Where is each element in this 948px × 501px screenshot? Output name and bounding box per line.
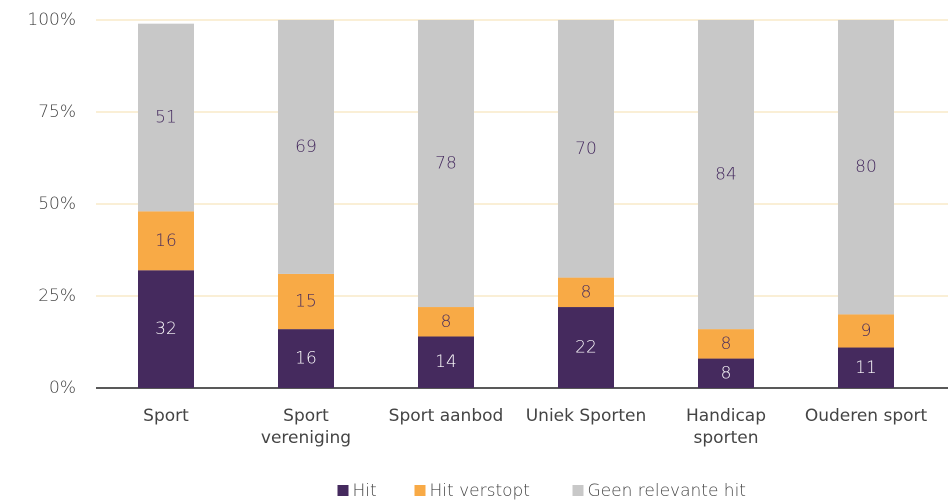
legend-swatch bbox=[337, 485, 349, 496]
legend-label: Geen relevante hit bbox=[588, 481, 746, 501]
data-label: 15 bbox=[295, 292, 317, 312]
data-label: 80 bbox=[855, 157, 877, 177]
bar-segment bbox=[558, 20, 614, 278]
bar-segment bbox=[138, 270, 194, 388]
bar-segment bbox=[418, 307, 474, 337]
data-label: 16 bbox=[295, 349, 317, 369]
data-label: 84 bbox=[715, 165, 737, 185]
bar-segment bbox=[278, 273, 334, 330]
bar-segment bbox=[558, 277, 614, 308]
x-tick-label: Uniek Sporten bbox=[525, 406, 647, 426]
x-tick-label: Sport aanbod bbox=[388, 406, 504, 426]
bar-segment bbox=[698, 358, 754, 388]
x-tick-label: Sport vereniging bbox=[260, 406, 352, 448]
x-tick-label: Ouderen sport bbox=[804, 406, 928, 426]
bar-segment bbox=[698, 329, 754, 359]
x-tick-label: Sport bbox=[143, 406, 189, 426]
bar-segment bbox=[838, 347, 894, 388]
data-label: 69 bbox=[295, 137, 317, 157]
y-tick-label: 0% bbox=[49, 378, 76, 398]
y-tick-label: 100% bbox=[27, 10, 76, 30]
legend-swatch bbox=[414, 485, 426, 496]
data-label: 32 bbox=[155, 319, 177, 339]
bar-segment bbox=[138, 23, 194, 212]
bar-segment bbox=[278, 329, 334, 388]
legend-label: Hit verstopt bbox=[430, 481, 530, 501]
data-label: 8 bbox=[721, 363, 732, 383]
y-tick-label: 50% bbox=[38, 194, 76, 214]
bar-segment bbox=[418, 20, 474, 308]
bar-segment bbox=[418, 336, 474, 388]
data-label: 16 bbox=[155, 231, 177, 251]
data-label: 70 bbox=[575, 139, 597, 159]
data-label: 14 bbox=[435, 352, 457, 372]
x-tick-label: Handicap sporten bbox=[685, 406, 767, 448]
data-label: 22 bbox=[575, 338, 597, 358]
bar-segment bbox=[138, 211, 194, 271]
data-label: 9 bbox=[861, 321, 872, 341]
data-label: 78 bbox=[435, 154, 457, 174]
legend-label: Hit bbox=[353, 481, 377, 501]
data-label: 11 bbox=[855, 358, 877, 378]
bar-segment bbox=[838, 20, 894, 315]
y-tick-label: 75% bbox=[38, 102, 76, 122]
bar-segment bbox=[558, 307, 614, 388]
bar-segment bbox=[698, 20, 754, 330]
legend-swatch bbox=[572, 485, 584, 496]
data-label: 51 bbox=[155, 108, 177, 128]
data-label: 8 bbox=[581, 282, 592, 302]
bar-segment bbox=[278, 20, 334, 274]
data-label: 8 bbox=[721, 334, 732, 354]
bar-segment bbox=[838, 314, 894, 348]
y-tick-label: 25% bbox=[38, 286, 76, 306]
data-label: 8 bbox=[441, 312, 452, 332]
